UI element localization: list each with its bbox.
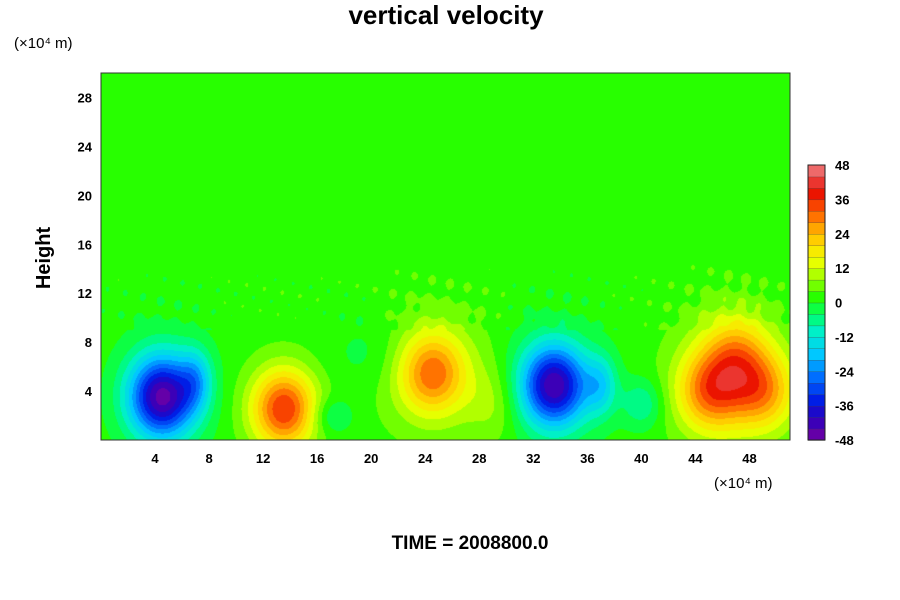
colorbar-tick-label: -24 — [835, 364, 855, 379]
plot-frame — [100, 72, 791, 441]
x-tick-label: 24 — [418, 451, 433, 466]
x-tick-label: 48 — [742, 451, 756, 466]
x-tick-label: 28 — [472, 451, 486, 466]
colorbar-tick-label: -48 — [835, 433, 854, 448]
colorbar-swatch — [807, 245, 826, 258]
colorbar-swatch — [807, 176, 826, 189]
colorbar-swatch — [807, 348, 826, 361]
y-unit-label: (×10⁴ m) — [14, 35, 73, 52]
y-tick-label: 16 — [78, 237, 92, 252]
colorbar-swatch — [807, 290, 826, 304]
x-tick-label: 4 — [151, 451, 159, 466]
colorbar-swatch — [807, 222, 826, 235]
x-ticks: 4 8 12 16 20 24 28 32 36 40 44 48 — [151, 451, 756, 466]
colorbar-tick-label: -36 — [835, 399, 854, 414]
colorbar-swatch — [807, 428, 826, 441]
heatmap-image-wrapper — [101, 73, 790, 440]
colorbar-swatch — [807, 359, 826, 372]
x-tick-label: 16 — [310, 451, 324, 466]
colorbar — [807, 164, 826, 441]
colorbar-tick-label: 12 — [835, 261, 849, 276]
colorbar-swatch — [807, 325, 826, 338]
colorbar-swatch — [807, 267, 826, 281]
colorbar-swatch — [807, 313, 826, 327]
x-tick-label: 36 — [580, 451, 594, 466]
x-tick-label: 20 — [364, 451, 378, 466]
y-ticks: 4 8 12 16 20 24 28 — [78, 90, 93, 399]
colorbar-swatch — [807, 164, 826, 178]
x-tick-label: 40 — [634, 451, 648, 466]
colorbar-frame — [807, 164, 826, 441]
colorbar-swatch — [807, 405, 826, 418]
colorbar-swatch — [807, 302, 826, 315]
colorbar-swatch — [807, 394, 826, 407]
y-tick-label: 4 — [85, 384, 93, 399]
heatmap-image — [101, 73, 790, 440]
colorbar-tick-label: 48 — [835, 158, 849, 173]
colorbar-swatch — [807, 187, 826, 201]
colorbar-swatch — [807, 210, 826, 223]
colorbar-tick-label: -12 — [835, 330, 854, 345]
time-footer: TIME = 2008800.0 — [392, 533, 549, 554]
colorbar-tick-label: 36 — [835, 192, 849, 207]
colorbar-swatch — [807, 279, 826, 292]
colorbar-tick-label: 24 — [835, 227, 850, 242]
y-tick-label: 20 — [78, 188, 92, 203]
colorbar-swatch — [807, 382, 826, 395]
colorbar-tick-label: 0 — [835, 296, 842, 311]
colorbar-swatch — [807, 371, 826, 384]
colorbar-swatch — [807, 256, 826, 269]
y-axis-label: Height — [33, 227, 55, 290]
colorbar-swatch — [807, 336, 826, 349]
y-tick-label: 12 — [78, 286, 92, 301]
x-tick-label: 8 — [205, 451, 212, 466]
chart-title: vertical velocity — [348, 0, 544, 30]
y-tick-label: 28 — [78, 90, 92, 105]
colorbar-ticks: 48 36 24 12 0 -12 -24 -36 -48 — [835, 158, 855, 448]
x-tick-label: 32 — [526, 451, 540, 466]
x-tick-label: 12 — [256, 451, 270, 466]
x-unit-label: (×10⁴ m) — [714, 475, 773, 492]
x-tick-label: 44 — [688, 451, 703, 466]
y-tick-label: 8 — [85, 335, 92, 350]
colorbar-swatch — [807, 416, 826, 430]
y-tick-label: 24 — [78, 139, 93, 154]
colorbar-swatch — [807, 233, 826, 246]
colorbar-swatch — [807, 199, 826, 212]
